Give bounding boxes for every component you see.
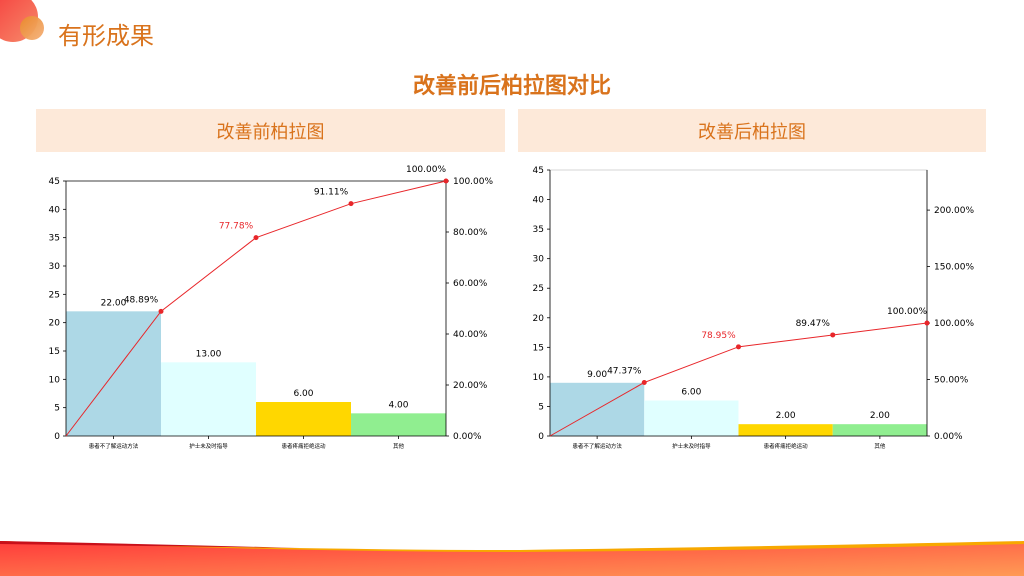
y2-tick-label: 0.00% xyxy=(934,432,963,442)
y-tick-label: 45 xyxy=(533,166,544,176)
y-tick-label: 40 xyxy=(49,205,61,215)
y2-tick-label: 200.00% xyxy=(934,206,974,216)
bar xyxy=(644,400,739,436)
y-tick-label: 35 xyxy=(533,225,544,235)
y2-tick-label: 20.00% xyxy=(453,381,488,391)
cumulative-point xyxy=(830,332,836,338)
y-tick-label: 15 xyxy=(49,347,60,357)
x-tick-label: 患者疼痛拒绝运动 xyxy=(281,442,326,450)
bar-value-label: 13.00 xyxy=(196,349,222,359)
cumulative-pct-label: 91.11% xyxy=(314,188,349,198)
cumulative-point xyxy=(924,320,930,326)
cumulative-point xyxy=(736,344,741,350)
bottom-wave-decoration xyxy=(0,541,1024,576)
y-tick-label: 5 xyxy=(54,404,60,414)
cumulative-pct-label: 47.37% xyxy=(607,366,642,376)
y-tick-label: 0 xyxy=(54,432,60,442)
y-tick-label: 35 xyxy=(49,234,60,244)
x-tick-label: 护士未及时指导 xyxy=(672,442,711,450)
y2-tick-label: 150.00% xyxy=(934,263,974,273)
x-tick-label: 患者不了解运动方法 xyxy=(572,442,622,450)
bar-value-label: 4.00 xyxy=(388,400,408,410)
bar-value-label: 2.00 xyxy=(870,411,890,421)
bar-value-label: 6.00 xyxy=(293,389,313,399)
y-tick-label: 25 xyxy=(533,284,544,294)
y-tick-label: 20 xyxy=(49,319,61,329)
cumulative-pct-label: 48.89% xyxy=(124,295,159,305)
y-tick-label: 15 xyxy=(533,343,544,353)
chart-before-title: 改善前柏拉图 xyxy=(36,109,505,152)
y-tick-label: 0 xyxy=(538,432,544,442)
x-tick-label: 其他 xyxy=(874,442,886,450)
x-tick-label: 患者疼痛拒绝运动 xyxy=(764,442,809,450)
y-tick-label: 10 xyxy=(49,375,61,385)
cumulative-pct-label: 89.47% xyxy=(796,319,831,329)
y2-tick-label: 50.00% xyxy=(934,376,969,386)
page-subtitle: 改善前后柏拉图对比 xyxy=(412,74,611,99)
cumulative-point xyxy=(641,379,647,385)
bar xyxy=(161,362,256,436)
chart-after-title: 改善后柏拉图 xyxy=(518,109,986,152)
cumulative-pct-label: 100.00% xyxy=(406,165,446,175)
cumulative-point xyxy=(348,201,354,207)
y2-tick-label: 100.00% xyxy=(453,177,493,187)
y-tick-label: 30 xyxy=(49,262,61,272)
cumulative-pct-label: 77.78% xyxy=(219,222,254,232)
y2-tick-label: 80.00% xyxy=(453,228,488,238)
y-tick-label: 25 xyxy=(49,290,60,300)
y-tick-label: 45 xyxy=(49,177,60,187)
cumulative-pct-label: 78.95% xyxy=(701,331,736,341)
x-tick-label: 其他 xyxy=(393,442,405,450)
bar xyxy=(351,413,446,436)
cumulative-point xyxy=(158,308,164,314)
cumulative-point xyxy=(253,235,259,241)
y2-tick-label: 60.00% xyxy=(453,279,488,289)
cumulative-point xyxy=(443,178,449,184)
x-tick-label: 护士未及时指导 xyxy=(189,442,228,450)
y2-tick-label: 40.00% xyxy=(453,330,488,340)
y-tick-label: 10 xyxy=(533,373,545,383)
page-title: 有形成果 xyxy=(58,22,154,50)
bar xyxy=(832,424,927,436)
y2-tick-label: 0.00% xyxy=(453,432,482,442)
y-tick-label: 30 xyxy=(533,255,545,265)
bar-value-label: 22.00 xyxy=(101,298,127,308)
y-tick-label: 20 xyxy=(533,314,545,324)
y-tick-label: 5 xyxy=(538,402,544,412)
bar xyxy=(256,402,351,436)
x-tick-label: 患者不了解运动方法 xyxy=(89,442,139,450)
bar-value-label: 9.00 xyxy=(587,370,607,380)
bar-value-label: 2.00 xyxy=(776,411,796,421)
bar-value-label: 6.00 xyxy=(681,388,701,398)
logo-circle-orange xyxy=(20,16,44,40)
y-tick-label: 40 xyxy=(533,196,545,206)
y2-tick-label: 100.00% xyxy=(934,319,974,329)
cumulative-pct-label: 100.00% xyxy=(887,307,927,317)
bar xyxy=(738,424,833,436)
